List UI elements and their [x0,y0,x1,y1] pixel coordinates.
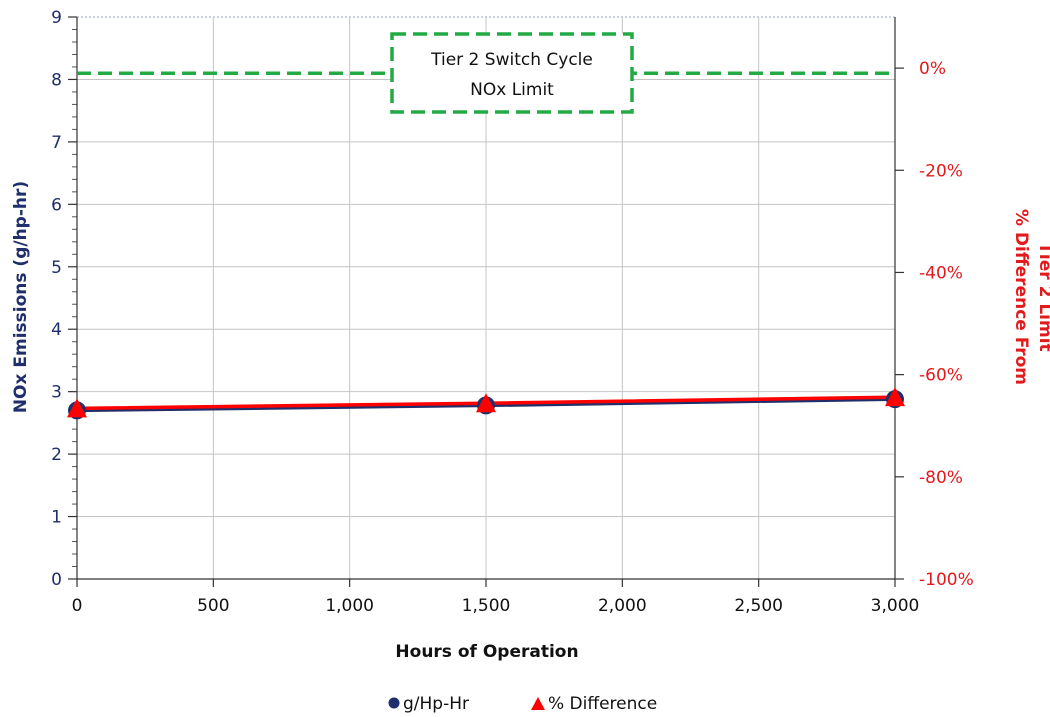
data-point-difference [885,387,905,407]
y-tick-label: 7 [51,133,62,153]
y2-axis-title-line-1: % Difference From [1011,209,1031,385]
y-axis-title: NOx Emissions (g/hp-hr) [11,181,31,413]
y2-tick-label: -40% [919,263,963,283]
legend-marker-gphphr [388,697,400,709]
y-tick-label: 5 [51,258,62,278]
left-axis-minor-ticks [72,28,77,568]
x-tick-label: 2,500 [734,596,783,616]
y-tick-label: 6 [51,195,62,215]
x-tick-label: 500 [197,596,229,616]
legend-label-gphphr: g/Hp-Hr [403,694,469,714]
legend-marker-difference [531,697,545,710]
y2-tick-label: -60% [919,366,963,386]
annotation-line-2: NOx Limit [470,80,554,100]
y2-tick-label: 0% [919,59,946,79]
legend-label-difference: % Difference [548,694,657,714]
annotation-box: Tier 2 Switch Cycle NOx Limit [390,32,634,114]
y-tick-label: 2 [51,445,62,465]
y-tick-label: 3 [51,383,62,403]
y-tick-label: 8 [51,70,62,90]
x-tick-label: 1,000 [325,596,374,616]
x-tick-label: 2,000 [598,596,647,616]
axes [68,16,904,587]
x-tick-label: 3,000 [871,596,920,616]
y2-tick-label: -80% [919,468,963,488]
x-tick-label: 1,500 [462,596,511,616]
legend: g/Hp-Hr % Difference [388,694,657,714]
tick-labels: 0 1 2 3 4 5 6 7 8 9 0% -20% -40% -60% -80% -100% 0 500 1,0… [51,8,974,616]
y2-axis-title-line-2: Tier 2 Limit [1035,242,1050,351]
y-tick-label: 1 [51,508,62,528]
data-point-difference [67,398,87,418]
y-tick-label: 9 [51,8,62,28]
x-tick-label: 0 [72,596,83,616]
y-tick-label: 4 [51,320,62,340]
y-tick-label: 0 [51,570,62,590]
annotation-line-1: Tier 2 Switch Cycle [430,50,593,70]
y2-tick-label: -20% [919,161,963,181]
x-axis-title: Hours of Operation [395,642,578,662]
y2-tick-label: -100% [919,570,974,590]
data-point-difference [476,393,496,413]
annotation-border [390,32,634,114]
series-layer [67,387,905,420]
y2-axis-title: % Difference From Tier 2 Limit [1011,209,1050,385]
